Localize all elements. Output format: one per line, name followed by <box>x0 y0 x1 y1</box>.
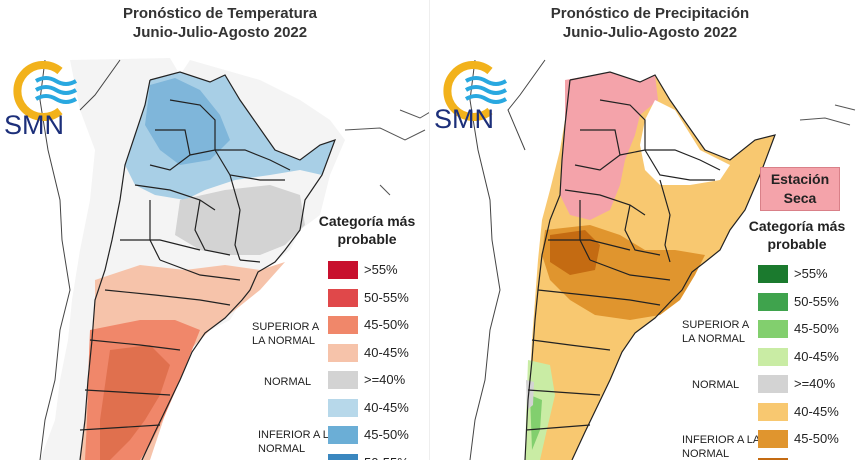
precipitation-legend-title-line1: Categoría más <box>748 218 846 234</box>
precipitation-legend-title-line2: probable <box>767 236 827 252</box>
temperature-legend-swatch <box>328 288 358 307</box>
precipitation-forecast-panel: Pronóstico de Precipitación Junio-Julio-… <box>430 0 860 460</box>
precipitation-legend-swatch <box>758 320 788 338</box>
precipitation-legend-label: 50-55% <box>794 458 839 460</box>
temperature-anomaly-fill <box>80 72 335 460</box>
temperature-legend-label: 45-50% <box>364 317 409 332</box>
precipitation-legend-label: 50-55% <box>794 293 839 309</box>
precipitation-map <box>469 59 856 460</box>
precipitation-anomaly-fill <box>525 72 775 460</box>
dry-season-line2: Seca <box>783 190 817 206</box>
temperature-category-superior: SUPERIOR A LA NORMAL <box>252 321 319 347</box>
precipitation-legend-title: Categoría más probable <box>742 217 852 253</box>
dry-season-line1: Estación <box>770 171 830 187</box>
smn-logo-text: SMN <box>4 110 64 140</box>
temperature-map <box>39 58 430 460</box>
temperature-legend-label: >=40% <box>364 372 406 387</box>
precipitation-legend-swatch <box>758 457 788 460</box>
temperature-legend-label: 40-45% <box>364 399 409 415</box>
precipitation-legend-swatch <box>758 430 788 448</box>
smn-logo-icon <box>443 61 508 121</box>
temperature-title-line2: Junio-Julio-Agosto 2022 <box>132 24 308 41</box>
temperature-legend-title-line1: Categoría más <box>318 213 416 229</box>
temperature-legend-title: Categoría más probable <box>312 212 422 248</box>
precipitation-legend-swatch <box>758 375 788 393</box>
temperature-legend-swatch <box>328 453 358 460</box>
temperature-category-normal: NORMAL <box>264 376 312 388</box>
smn-logo-text: SMN <box>434 104 494 134</box>
temperature-legend-swatch <box>328 371 358 389</box>
temperature-title: Pronóstico de Temperatura Junio-Julio-Ag… <box>60 4 380 42</box>
precipitation-title-line2: Junio-Julio-Agosto 2022 <box>562 24 738 41</box>
precipitation-category-superior: SUPERIOR A LA NORMAL <box>682 319 749 345</box>
temperature-legend-label: 50-55% <box>364 289 409 305</box>
precipitation-legend-swatch <box>758 265 788 283</box>
precipitation-category-normal: NORMAL <box>692 379 740 391</box>
precipitation-legend-label: 45-50% <box>794 431 839 446</box>
temperature-legend-swatch <box>328 398 358 417</box>
temperature-legend-label: 50-55% <box>364 454 409 460</box>
temperature-legend-label: >55% <box>364 262 398 277</box>
precipitation-title: Pronóstico de Precipitación Junio-Julio-… <box>490 4 810 42</box>
temperature-legend-swatch <box>328 343 358 362</box>
province-boundaries <box>79 71 336 460</box>
precipitation-legend-label: 45-50% <box>794 321 839 336</box>
smn-logo-icon <box>13 61 78 121</box>
temperature-category-inferior: INFERIOR A LA NORMAL <box>258 429 336 455</box>
temperature-legend-swatch <box>328 316 358 334</box>
precipitation-legend-label: 40-45% <box>794 403 839 419</box>
temperature-title-line1: Pronóstico de Temperatura <box>123 5 317 22</box>
precipitation-legend-label: 40-45% <box>794 348 839 364</box>
precipitation-legend-swatch <box>758 292 788 311</box>
precipitation-legend-label: >55% <box>794 266 828 281</box>
temperature-forecast-panel: Pronóstico de Temperatura Junio-Julio-Ag… <box>4 4 430 460</box>
precipitation-title-line1: Pronóstico de Precipitación <box>550 5 750 22</box>
precipitation-legend-label: >=40% <box>794 376 836 391</box>
province-boundaries <box>524 71 776 460</box>
precipitation-legend-swatch <box>758 347 788 366</box>
precipitation-legend-swatch <box>758 402 788 421</box>
temperature-legend-swatch <box>328 426 358 444</box>
temperature-legend-label: 45-50% <box>364 427 409 442</box>
precipitation-category-inferior: INFERIOR A LA NORMAL <box>682 434 760 460</box>
temperature-legend-swatch <box>328 261 358 279</box>
temperature-legend-label: 40-45% <box>364 344 409 360</box>
dry-season-label: Estación Seca <box>760 167 840 211</box>
temperature-legend-title-line2: probable <box>337 231 397 247</box>
